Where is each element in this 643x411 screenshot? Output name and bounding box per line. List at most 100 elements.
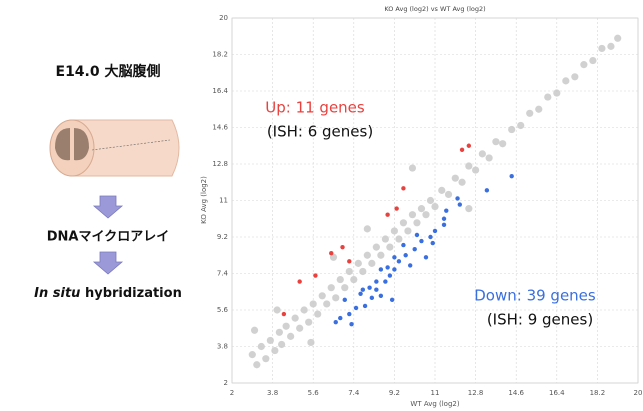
highlight-point [392,255,397,260]
point [266,336,274,345]
point [359,267,367,276]
point [253,361,261,369]
point [250,326,259,334]
point [377,251,385,259]
highlight-point [360,287,366,292]
highlight-point [374,287,379,292]
highlight-point [432,228,438,234]
point [408,164,417,172]
point [478,150,486,158]
point [381,235,389,243]
x-axis-label: WT Avg (log2) [410,400,459,408]
point [390,227,398,235]
y-tick-label: 20 [219,14,228,22]
point [248,351,256,359]
highlight-point [297,279,302,284]
point [262,355,270,363]
point [291,314,299,322]
y-tick-label: 12.8 [212,160,228,168]
point [296,324,304,332]
chart-title: KO Avg (log2) vs WT Avg (log2) [384,5,485,13]
y-tick-label: 5.6 [217,306,229,314]
annotation: (ISH: 9 genes) [487,311,593,329]
point [363,225,371,233]
annotation: Down: 39 genes [474,287,596,305]
x-tick-label: 9.2 [389,389,400,397]
highlight-point [387,273,393,278]
arrow [92,251,124,275]
highlight-point [444,208,449,213]
point [278,340,286,349]
y-tick-label: 14.6 [212,124,228,132]
point [431,202,439,211]
step-label: In situ hybridization [34,286,182,301]
point [492,138,500,146]
y-tick-label: 18.2 [212,51,228,59]
point [444,190,453,199]
point [408,211,417,219]
highlight-point [385,265,390,270]
y-tick-label: 2 [224,379,228,387]
x-tick-label: 12.8 [468,389,484,397]
point [271,346,279,355]
highlight-point [509,173,514,179]
x-tick-label: 18.2 [590,389,606,397]
y-tick-label: 9.2 [217,233,228,241]
point [372,243,380,251]
point [300,306,308,314]
highlight-point [374,279,379,284]
highlight-point [430,240,435,246]
point [562,77,570,85]
highlight-point [358,291,363,296]
point [614,34,622,42]
highlight-point [342,297,347,303]
y-tick-label: 11 [219,197,228,205]
point [282,322,290,330]
step-label-rest: hybridization [85,286,182,301]
point [363,251,371,259]
y-axis-label: KO Avg (log2) [200,176,208,224]
highlight-point [338,315,343,321]
x-tick-label: 20 [634,389,643,397]
point [571,73,579,81]
highlight-point [414,232,420,238]
arrow [92,195,124,219]
highlight-point [459,147,465,153]
point [465,205,473,213]
point [336,275,344,284]
point [553,89,561,97]
point [307,338,315,347]
x-tick-label: 2 [230,389,234,397]
highlight-point [362,303,368,309]
point [465,162,473,170]
highlight-point [378,267,384,272]
point [399,219,408,227]
highlight-point [313,273,318,278]
point [327,284,335,292]
step-label: DNAマイクロアレイ [47,230,169,245]
highlight-point [441,222,447,228]
highlight-point [484,188,490,193]
highlight-point [378,293,384,299]
highlight-point [419,238,424,244]
point [323,300,331,308]
point [499,140,507,148]
highlight-point [389,297,395,303]
y-tick-label: 3.8 [217,343,228,351]
step-label-italic: In situ [34,286,80,301]
highlight-point [333,319,338,325]
highlight-point [401,242,406,248]
annotation: (ISH: 6 genes) [267,123,373,141]
point [404,227,412,235]
point [508,125,516,134]
x-tick-label: 5.6 [308,389,320,397]
highlight-point [457,202,463,207]
highlight-point [281,311,287,317]
highlight-point [394,206,399,211]
point [314,310,322,318]
point [438,186,446,194]
brain-illustration [49,119,180,177]
point [386,243,394,251]
x-tick-label: 16.4 [549,389,565,397]
